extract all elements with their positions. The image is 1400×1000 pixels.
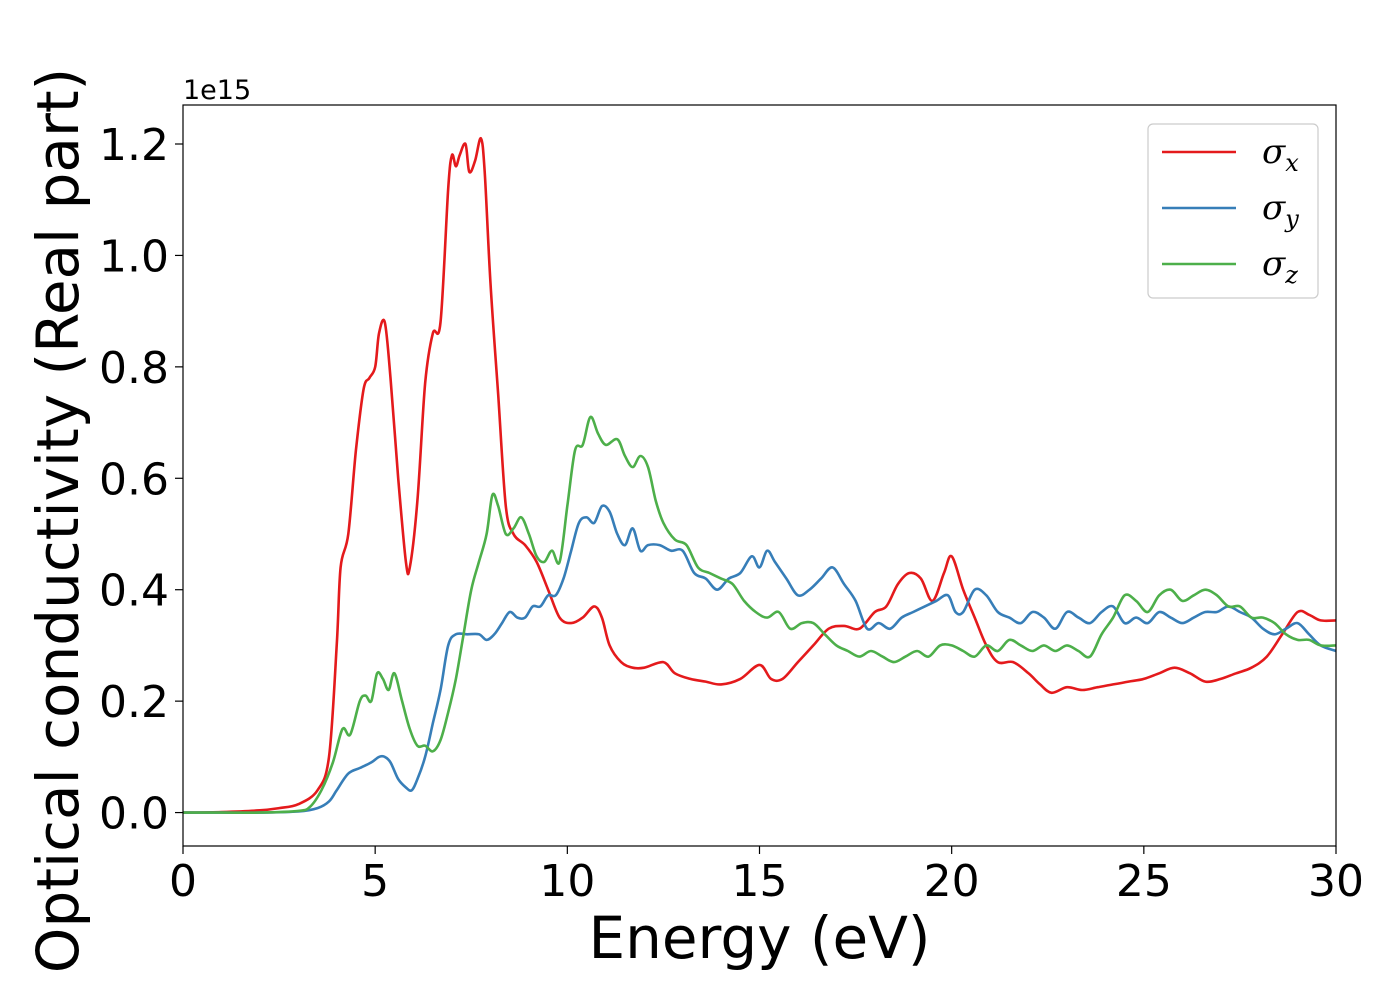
legend-label-sigma-y: σy (1262, 188, 1299, 233)
series-line-sigma-z (183, 415, 1337, 815)
y-tick-label: 1.2 (99, 120, 169, 171)
y-axis-title: Optical conductivity (Real part) (24, 68, 92, 973)
legend-box (1147, 123, 1319, 299)
x-tick-label: 0 (169, 856, 197, 907)
y-axis-offset-label: 1e15 (183, 75, 251, 106)
x-tick-label: 30 (1308, 856, 1364, 907)
legend: σx σy σz (1147, 123, 1319, 299)
y-tick-label: 0.0 (99, 789, 169, 840)
x-tick-label: 15 (732, 856, 788, 907)
x-axis-title: Energy (eV) (588, 904, 930, 972)
y-tick-label: 0.2 (99, 677, 169, 728)
y-tick-label: 1.0 (99, 231, 169, 282)
series-line-sigma-y (183, 504, 1337, 814)
legend-label-sigma-x: σx (1262, 132, 1299, 177)
series-layer (182, 137, 1337, 815)
series-line-sigma-x (182, 137, 1337, 814)
x-tick-label: 10 (539, 856, 595, 907)
x-tick-label: 20 (924, 856, 980, 907)
y-tick-label: 0.4 (99, 566, 169, 617)
y-tick-label: 0.6 (99, 454, 169, 505)
y-axis: 0.0 0.2 0.4 0.6 0.8 1.0 1.2 (99, 120, 183, 840)
x-tick-label: 25 (1116, 856, 1172, 907)
y-tick-label: 0.8 (99, 343, 169, 394)
x-axis: 0 5 10 15 20 25 30 (169, 846, 1364, 907)
legend-label-sigma-z: σz (1262, 244, 1298, 289)
x-tick-label: 5 (361, 856, 389, 907)
